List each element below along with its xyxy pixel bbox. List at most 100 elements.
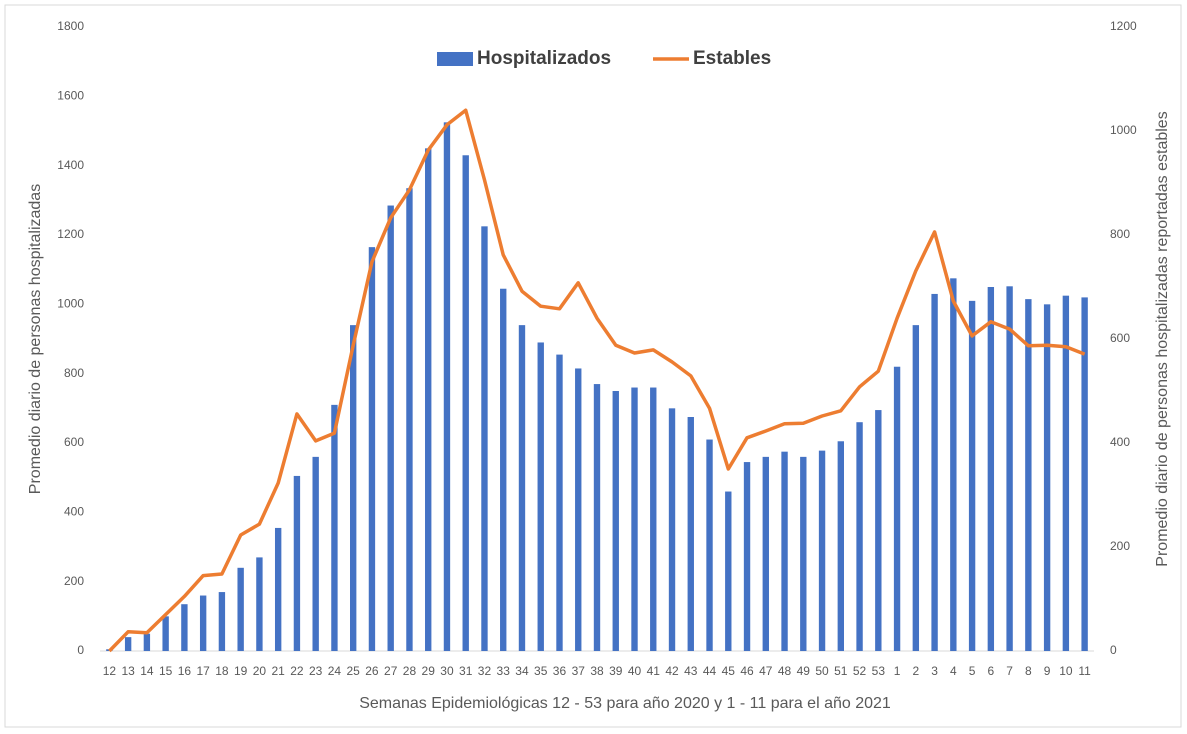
x-tick-label: 44 xyxy=(703,664,717,678)
x-tick-label: 7 xyxy=(1006,664,1013,678)
x-tick-label: 23 xyxy=(309,664,323,678)
bar xyxy=(1025,299,1032,651)
x-axis-title: Semanas Epidemiológicas 12 - 53 para año… xyxy=(359,695,891,712)
line xyxy=(108,108,1086,653)
x-tick-label: 40 xyxy=(628,664,642,678)
x-tick-label: 36 xyxy=(553,664,567,678)
bar xyxy=(856,422,863,651)
bar xyxy=(462,155,469,651)
x-tick-label: 20 xyxy=(253,664,267,678)
legend-label: Estables xyxy=(693,48,771,69)
x-tick-label: 33 xyxy=(497,664,511,678)
x-tick-label: 51 xyxy=(834,664,848,678)
x-tick-label: 37 xyxy=(572,664,586,678)
x-tick-label: 29 xyxy=(422,664,436,678)
bar xyxy=(218,592,226,651)
x-tick-label: 43 xyxy=(684,664,698,678)
bar xyxy=(950,278,957,651)
bar xyxy=(725,491,732,651)
bar xyxy=(987,287,995,651)
y2-tick-label: 1000 xyxy=(1110,123,1137,137)
y-tick-label: 600 xyxy=(64,435,84,449)
bar xyxy=(631,387,638,651)
x-tick-label: 48 xyxy=(778,664,792,678)
x-tick-label: 45 xyxy=(722,664,736,678)
x-tick-label: 5 xyxy=(969,664,976,678)
bar xyxy=(162,616,169,651)
bar xyxy=(762,456,769,651)
x-tick-label: 28 xyxy=(403,664,417,678)
x-tick-label: 50 xyxy=(815,664,829,678)
x-tick-label: 19 xyxy=(234,664,248,678)
y2-tick-label: 1200 xyxy=(1110,19,1137,33)
x-tick-label: 52 xyxy=(853,664,867,678)
y-tick-label: 1200 xyxy=(57,227,84,241)
bar xyxy=(1006,286,1013,651)
x-tick-label: 31 xyxy=(459,664,473,678)
x-tick-label: 9 xyxy=(1044,664,1051,678)
bar xyxy=(612,391,619,651)
bar xyxy=(743,462,751,651)
x-tick-label: 39 xyxy=(609,664,623,678)
x-tick-label: 30 xyxy=(440,664,454,678)
bar xyxy=(350,325,357,651)
y2-axis-title: Promedio diario de personas hospitalizad… xyxy=(1154,111,1171,566)
bar xyxy=(537,342,544,651)
bar xyxy=(1062,295,1070,651)
x-tick-label: 6 xyxy=(988,664,995,678)
x-tick-label: 11 xyxy=(1078,664,1091,678)
x-tick-label: 46 xyxy=(740,664,754,678)
y2-tick-label: 400 xyxy=(1110,435,1130,449)
bar xyxy=(387,205,394,652)
bar xyxy=(800,456,807,651)
x-tick-label: 38 xyxy=(590,664,604,678)
y-tick-label: 200 xyxy=(64,574,84,588)
y-tick-label: 1800 xyxy=(57,19,84,33)
bar xyxy=(368,247,376,651)
x-tick-label: 42 xyxy=(665,664,679,678)
y-tick-label: 1000 xyxy=(57,297,84,311)
bar xyxy=(143,633,151,651)
x-tick-label: 27 xyxy=(384,664,398,678)
bar xyxy=(481,226,488,652)
y2-tick-label: 200 xyxy=(1110,539,1130,553)
x-tick-label: 41 xyxy=(647,664,661,678)
bar xyxy=(650,387,657,651)
y2-tick-label: 0 xyxy=(1110,643,1117,657)
bar xyxy=(518,325,526,651)
legend-label: Hospitalizados xyxy=(477,48,611,69)
x-tick-label: 17 xyxy=(196,664,210,678)
bar xyxy=(781,451,788,651)
x-tick-label: 8 xyxy=(1025,664,1032,678)
y-tick-label: 1600 xyxy=(57,89,84,103)
bar xyxy=(1081,297,1088,651)
x-tick-label: 12 xyxy=(103,664,117,678)
bar xyxy=(687,417,694,651)
x-tick-label: 49 xyxy=(797,664,811,678)
x-tick-label: 26 xyxy=(365,664,379,678)
bar xyxy=(443,122,451,652)
bar xyxy=(837,441,844,651)
bar xyxy=(668,408,676,651)
bar xyxy=(406,188,413,651)
bar xyxy=(968,300,976,651)
bar xyxy=(1043,304,1051,651)
bar xyxy=(293,475,301,651)
bar xyxy=(312,456,319,651)
bar xyxy=(181,604,188,651)
y-tick-label: 0 xyxy=(77,643,84,657)
bar xyxy=(256,557,263,651)
x-tick-label: 18 xyxy=(215,664,229,678)
x-tick-label: 25 xyxy=(347,664,361,678)
bar xyxy=(575,368,582,651)
bar xyxy=(593,384,601,651)
y-tick-label: 400 xyxy=(64,505,84,519)
x-tick-label: 47 xyxy=(759,664,773,678)
y2-tick-label: 600 xyxy=(1110,331,1130,345)
x-tick-label: 21 xyxy=(271,664,285,678)
bar xyxy=(875,410,882,651)
bar xyxy=(931,293,938,651)
x-tick-label: 32 xyxy=(478,664,492,678)
x-tick-label: 53 xyxy=(872,664,886,678)
bar xyxy=(199,595,207,651)
